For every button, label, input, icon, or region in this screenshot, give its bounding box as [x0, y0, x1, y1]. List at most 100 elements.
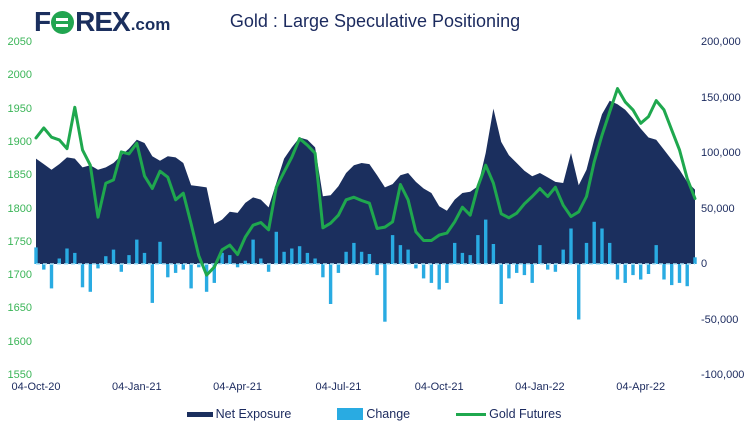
change-bar	[507, 264, 511, 279]
change-bar	[181, 264, 185, 270]
change-bar	[290, 248, 294, 264]
right-axis-tick: 0	[701, 258, 708, 270]
left-axis-tick: 1750	[7, 235, 32, 248]
change-bar	[685, 264, 689, 287]
change-bar	[623, 264, 627, 283]
change-bar	[569, 228, 573, 264]
change-bar	[359, 251, 364, 264]
change-bar	[445, 264, 449, 283]
change-bar	[468, 255, 472, 264]
left-axis-tick: 1850	[7, 169, 32, 182]
gold-futures-swatch-icon	[456, 412, 487, 416]
change-bar	[49, 264, 54, 289]
legend-label: Net Exposure	[215, 407, 292, 421]
change-bar	[608, 242, 612, 264]
change-bar	[111, 249, 116, 264]
change-bar	[251, 239, 255, 264]
change-bar	[577, 264, 581, 320]
change-bar	[499, 264, 503, 304]
forex-logo: F REX .com	[34, 6, 170, 38]
legend-item-net-exposure: Net Exposure	[186, 407, 292, 421]
change-bar	[662, 264, 666, 280]
left-axis-tick: 1800	[7, 202, 32, 215]
change-bar	[584, 242, 589, 264]
change-bar	[243, 260, 247, 264]
legend-item-change: Change	[337, 407, 410, 421]
change-bar	[204, 264, 209, 292]
legend: Net Exposure Change Gold Futures	[0, 407, 748, 421]
change-bar	[553, 264, 558, 272]
left-axis-tick: 1700	[7, 269, 32, 282]
chart-title: Gold : Large Speculative Positioning	[229, 11, 521, 31]
change-bar	[321, 264, 325, 278]
change-bar	[259, 258, 263, 264]
right-axis-tick: 100,000	[701, 147, 741, 159]
change-bar	[189, 264, 193, 289]
change-bar	[484, 219, 488, 264]
left-axis-tick: 2050	[7, 36, 32, 48]
change-bar	[390, 235, 395, 264]
change-bar	[367, 254, 372, 264]
change-bar	[173, 264, 178, 273]
change-bar	[406, 249, 410, 264]
change-bar	[142, 252, 147, 264]
change-bar	[414, 264, 418, 269]
change-bar	[212, 264, 216, 283]
left-axis-tick: 1650	[7, 302, 32, 315]
change-bar	[336, 264, 341, 273]
left-axis-tick: 1900	[7, 135, 32, 148]
change-bar	[297, 246, 302, 264]
change-bar	[135, 239, 139, 264]
change-bar	[235, 264, 240, 268]
change-bar	[375, 264, 379, 276]
change-bar	[654, 245, 658, 264]
logo-dot-com: .com	[130, 15, 171, 34]
change-bar	[266, 264, 271, 272]
left-axis-tick: 2000	[7, 69, 32, 82]
x-axis-tick: 04-Apr-21	[213, 381, 263, 393]
change-bar	[383, 264, 387, 322]
logo-letter-f: F	[34, 6, 51, 37]
logo-o-bar-bottom	[56, 23, 69, 27]
change-bar	[282, 251, 286, 264]
change-bar	[34, 247, 38, 264]
change-bar	[158, 241, 162, 264]
logo-letters-rex: REX	[75, 6, 131, 37]
change-bar	[491, 244, 496, 264]
right-axis-tick: -50,000	[701, 313, 739, 326]
x-axis-tick: 04-Jan-21	[112, 381, 162, 393]
x-axis-tick: 04-Apr-22	[616, 381, 666, 393]
x-axis-tick: 04-Jul-21	[315, 381, 362, 393]
change-bar	[677, 264, 682, 283]
change-bar	[228, 255, 232, 264]
change-swatch-icon	[337, 408, 364, 420]
change-bar	[42, 264, 46, 270]
left-axis-tick: 1600	[7, 335, 32, 348]
change-bar	[328, 264, 333, 304]
change-bar	[460, 252, 465, 264]
change-bar	[398, 245, 403, 264]
change-bar	[522, 264, 527, 276]
change-bar	[80, 264, 85, 288]
x-axis-tick: 04-Jan-22	[515, 381, 565, 393]
change-bar	[693, 257, 697, 264]
change-bar	[104, 256, 108, 264]
change-bar	[453, 242, 457, 264]
change-bar	[600, 228, 604, 264]
logo-o-bar-top	[56, 17, 69, 21]
legend-label: Change	[366, 407, 411, 421]
change-bar	[476, 235, 480, 264]
right-axis-tick: -100,000	[701, 369, 745, 381]
change-bar	[592, 221, 596, 264]
change-bar	[646, 264, 651, 274]
change-bar	[313, 258, 317, 264]
change-bar	[88, 264, 92, 292]
change-bar	[631, 264, 635, 276]
change-bar	[65, 248, 69, 264]
change-bar	[530, 264, 534, 283]
change-bar	[166, 264, 170, 278]
change-bar	[561, 249, 565, 264]
change-bar	[57, 258, 61, 264]
change-bar	[429, 264, 434, 283]
